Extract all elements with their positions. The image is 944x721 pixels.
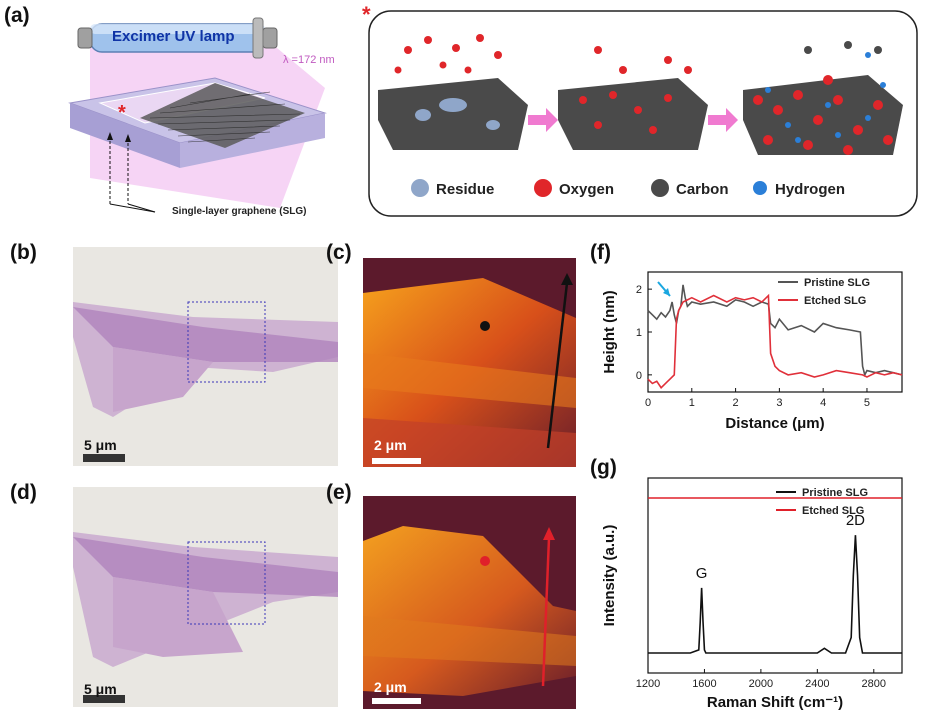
panel-label-e: (e) (326, 481, 352, 504)
graphene-sheet-3 (743, 41, 903, 155)
y-tick-label-f: 1 (636, 327, 642, 339)
x-tick-label-g: 1600 (692, 678, 716, 690)
x-axis-title-g: Raman Shift (cm⁻¹) (707, 694, 843, 711)
reaction-scheme: Residue Oxygen Carbon Hydrogen (368, 10, 918, 217)
substrate-side (180, 113, 325, 168)
x-tick-label-g: 2000 (749, 678, 773, 690)
graphene-sheet-2 (558, 46, 708, 150)
optical-image-d (73, 487, 338, 707)
molecule-legend: Residue Oxygen Carbon Hydrogen (411, 179, 845, 198)
wavelength-label: λ =172 nm (283, 54, 335, 66)
carbon-swatch (651, 179, 669, 197)
y-tick-label-f: 2 (636, 284, 642, 296)
x-tick-label-g: 2800 (862, 678, 886, 690)
hydrogen-swatch (753, 181, 767, 195)
substrate-label: Single-layer graphene (SLG) (172, 206, 307, 217)
panel-label-c: (c) (326, 241, 352, 264)
peak-annotation-g-1: 2D (846, 512, 865, 529)
oxygen-swatch (534, 179, 552, 197)
series-line-g-0 (648, 535, 902, 654)
x-tick-label-f: 5 (864, 397, 870, 409)
legend-carbon: Carbon (676, 181, 729, 198)
x-axis-title-f: Distance (μm) (725, 415, 824, 432)
scalebar-label-b: 5 μm (84, 437, 117, 453)
peak-annotation-g-0: G (696, 565, 708, 582)
x-tick-label-g: 1200 (636, 678, 660, 690)
panel-label-g: (g) (590, 456, 617, 479)
legend-hydrogen: Hydrogen (775, 181, 845, 198)
cyan-arrow-head-f (663, 288, 670, 296)
scan-region-box-d (187, 541, 266, 625)
substrate-front (70, 103, 180, 168)
legend-label-g-1: Etched SLG (802, 505, 864, 517)
afm-image-e (363, 496, 576, 709)
lamp-label: Excimer UV lamp (112, 28, 235, 45)
panel-label-a: (a) (4, 4, 30, 27)
scalebar-label-d: 5 μm (84, 681, 117, 697)
x-tick-label-g: 2400 (805, 678, 829, 690)
uv-lamp-illustration (68, 17, 327, 213)
arrow-2 (708, 108, 738, 132)
arrow-1 (528, 108, 558, 132)
plot-frame-g (647, 477, 903, 674)
afm-image-c (363, 258, 576, 467)
scan-region-box (187, 301, 266, 383)
residue-swatch (411, 179, 429, 197)
legend-residue: Residue (436, 181, 494, 198)
x-tick-label-f: 4 (820, 397, 826, 409)
graphene-sheet-1 (378, 34, 528, 150)
legend-label-f-0: Pristine SLG (804, 277, 870, 289)
scalebar-label-c: 2 μm (374, 437, 407, 453)
profile-arrow-e (543, 527, 555, 540)
legend-label-g-0: Pristine SLG (802, 487, 868, 499)
x-tick-label-f: 3 (776, 397, 782, 409)
x-tick-label-f: 2 (733, 397, 739, 409)
raman-spectrum-chart: 1200 1600 2000 2400 2800 Pristine SLG Etched S… (601, 477, 903, 711)
y-axis-title-g: Intensity (a.u.) (601, 525, 618, 627)
legend-oxygen: Oxygen (559, 181, 614, 198)
panel-label-f: (f) (590, 241, 611, 264)
profile-arrow-c (561, 273, 573, 285)
legend-label-f-1: Etched SLG (804, 295, 866, 307)
graphene-lattice (149, 91, 301, 143)
series-line-f-1 (647, 293, 903, 389)
y-tick-label-f: 0 (636, 370, 642, 382)
raman-spot-e (480, 556, 490, 566)
y-axis-title-f: Height (nm) (601, 290, 618, 373)
panel-label-d: (d) (10, 481, 37, 504)
height-profile-chart: 0 1 2 3 4 5 0 1 2 Pristine SLG Etched SLG Distance … (601, 271, 903, 432)
x-tick-label-f: 0 (645, 397, 651, 409)
optical-image-b (73, 247, 338, 466)
scalebar-label-e: 2 μm (374, 679, 407, 695)
panel-label-b: (b) (10, 241, 37, 264)
star-marker-box: * (362, 2, 371, 27)
x-tick-label-f: 1 (689, 397, 695, 409)
series-line-f-0 (647, 284, 903, 378)
raman-spot-c (480, 321, 490, 331)
star-marker-a: * (118, 102, 126, 124)
graphene-sheet (140, 83, 305, 148)
